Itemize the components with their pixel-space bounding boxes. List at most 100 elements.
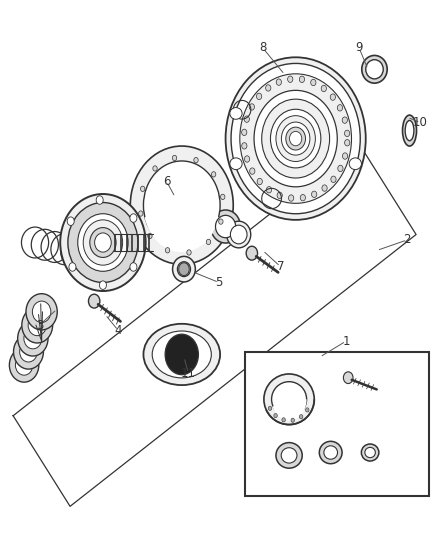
Circle shape xyxy=(345,130,350,136)
Circle shape xyxy=(165,334,198,375)
Text: 6: 6 xyxy=(162,175,170,188)
Ellipse shape xyxy=(143,324,220,385)
Circle shape xyxy=(88,294,100,308)
Ellipse shape xyxy=(276,116,315,161)
Circle shape xyxy=(212,172,216,177)
Circle shape xyxy=(138,211,143,216)
Text: 11: 11 xyxy=(181,367,196,379)
Ellipse shape xyxy=(281,122,310,155)
Circle shape xyxy=(250,168,255,174)
Circle shape xyxy=(277,192,283,199)
Ellipse shape xyxy=(83,220,123,265)
Circle shape xyxy=(153,166,157,171)
Circle shape xyxy=(265,85,271,91)
Circle shape xyxy=(130,214,137,222)
Ellipse shape xyxy=(18,321,48,356)
Circle shape xyxy=(274,414,277,418)
Ellipse shape xyxy=(366,60,383,79)
Circle shape xyxy=(148,233,152,239)
Ellipse shape xyxy=(264,374,314,425)
Ellipse shape xyxy=(362,55,387,83)
Ellipse shape xyxy=(276,442,302,468)
Ellipse shape xyxy=(15,355,33,375)
Circle shape xyxy=(342,117,347,123)
Bar xyxy=(245,352,429,496)
Circle shape xyxy=(311,79,316,86)
Ellipse shape xyxy=(230,225,247,244)
Ellipse shape xyxy=(95,233,111,252)
Ellipse shape xyxy=(9,348,39,382)
Circle shape xyxy=(194,157,198,163)
Text: 1: 1 xyxy=(342,335,350,348)
Ellipse shape xyxy=(14,335,43,369)
Circle shape xyxy=(244,116,249,123)
Circle shape xyxy=(321,85,326,92)
Circle shape xyxy=(300,195,305,201)
Text: 5: 5 xyxy=(215,276,223,289)
Ellipse shape xyxy=(130,146,233,264)
Ellipse shape xyxy=(211,210,240,243)
Ellipse shape xyxy=(22,307,53,343)
Circle shape xyxy=(266,187,272,193)
Circle shape xyxy=(206,239,211,245)
Ellipse shape xyxy=(405,120,414,141)
Ellipse shape xyxy=(230,158,242,169)
Circle shape xyxy=(173,155,177,160)
Ellipse shape xyxy=(254,90,337,187)
Circle shape xyxy=(337,104,343,111)
Ellipse shape xyxy=(272,382,307,417)
Circle shape xyxy=(244,156,250,162)
Circle shape xyxy=(330,94,336,100)
Circle shape xyxy=(311,191,317,198)
Text: 10: 10 xyxy=(413,116,428,129)
Circle shape xyxy=(67,217,74,225)
Ellipse shape xyxy=(271,109,321,168)
Wedge shape xyxy=(272,399,307,421)
Circle shape xyxy=(221,194,225,199)
Ellipse shape xyxy=(403,115,417,146)
Ellipse shape xyxy=(152,331,211,378)
Circle shape xyxy=(299,76,304,83)
Circle shape xyxy=(249,104,254,110)
Ellipse shape xyxy=(281,448,297,463)
Ellipse shape xyxy=(78,214,128,271)
Circle shape xyxy=(276,79,282,85)
Circle shape xyxy=(343,372,353,384)
Ellipse shape xyxy=(26,294,57,330)
Circle shape xyxy=(246,246,258,260)
Circle shape xyxy=(141,186,145,191)
Circle shape xyxy=(257,93,262,100)
Ellipse shape xyxy=(32,301,51,322)
Ellipse shape xyxy=(324,446,338,459)
Wedge shape xyxy=(145,205,219,252)
Ellipse shape xyxy=(319,441,342,464)
Ellipse shape xyxy=(286,127,306,150)
Ellipse shape xyxy=(90,228,116,257)
Circle shape xyxy=(242,129,247,135)
Circle shape xyxy=(187,250,191,255)
Circle shape xyxy=(166,248,170,253)
Circle shape xyxy=(179,263,189,276)
Circle shape xyxy=(242,143,247,149)
Text: 7: 7 xyxy=(276,260,284,273)
Circle shape xyxy=(306,408,309,412)
Circle shape xyxy=(343,153,348,159)
Text: 3: 3 xyxy=(36,319,43,332)
Circle shape xyxy=(282,418,286,422)
Ellipse shape xyxy=(231,63,360,214)
Circle shape xyxy=(96,196,103,204)
Text: 9: 9 xyxy=(355,42,363,54)
Circle shape xyxy=(322,185,327,191)
Ellipse shape xyxy=(177,262,191,277)
Ellipse shape xyxy=(143,161,220,249)
Circle shape xyxy=(257,179,262,185)
Circle shape xyxy=(268,406,272,410)
Ellipse shape xyxy=(349,158,361,169)
Text: 4: 4 xyxy=(114,324,122,337)
Circle shape xyxy=(300,415,303,419)
Ellipse shape xyxy=(290,132,302,146)
Ellipse shape xyxy=(215,215,236,238)
Circle shape xyxy=(331,176,336,182)
Ellipse shape xyxy=(240,74,351,204)
Ellipse shape xyxy=(28,314,46,336)
